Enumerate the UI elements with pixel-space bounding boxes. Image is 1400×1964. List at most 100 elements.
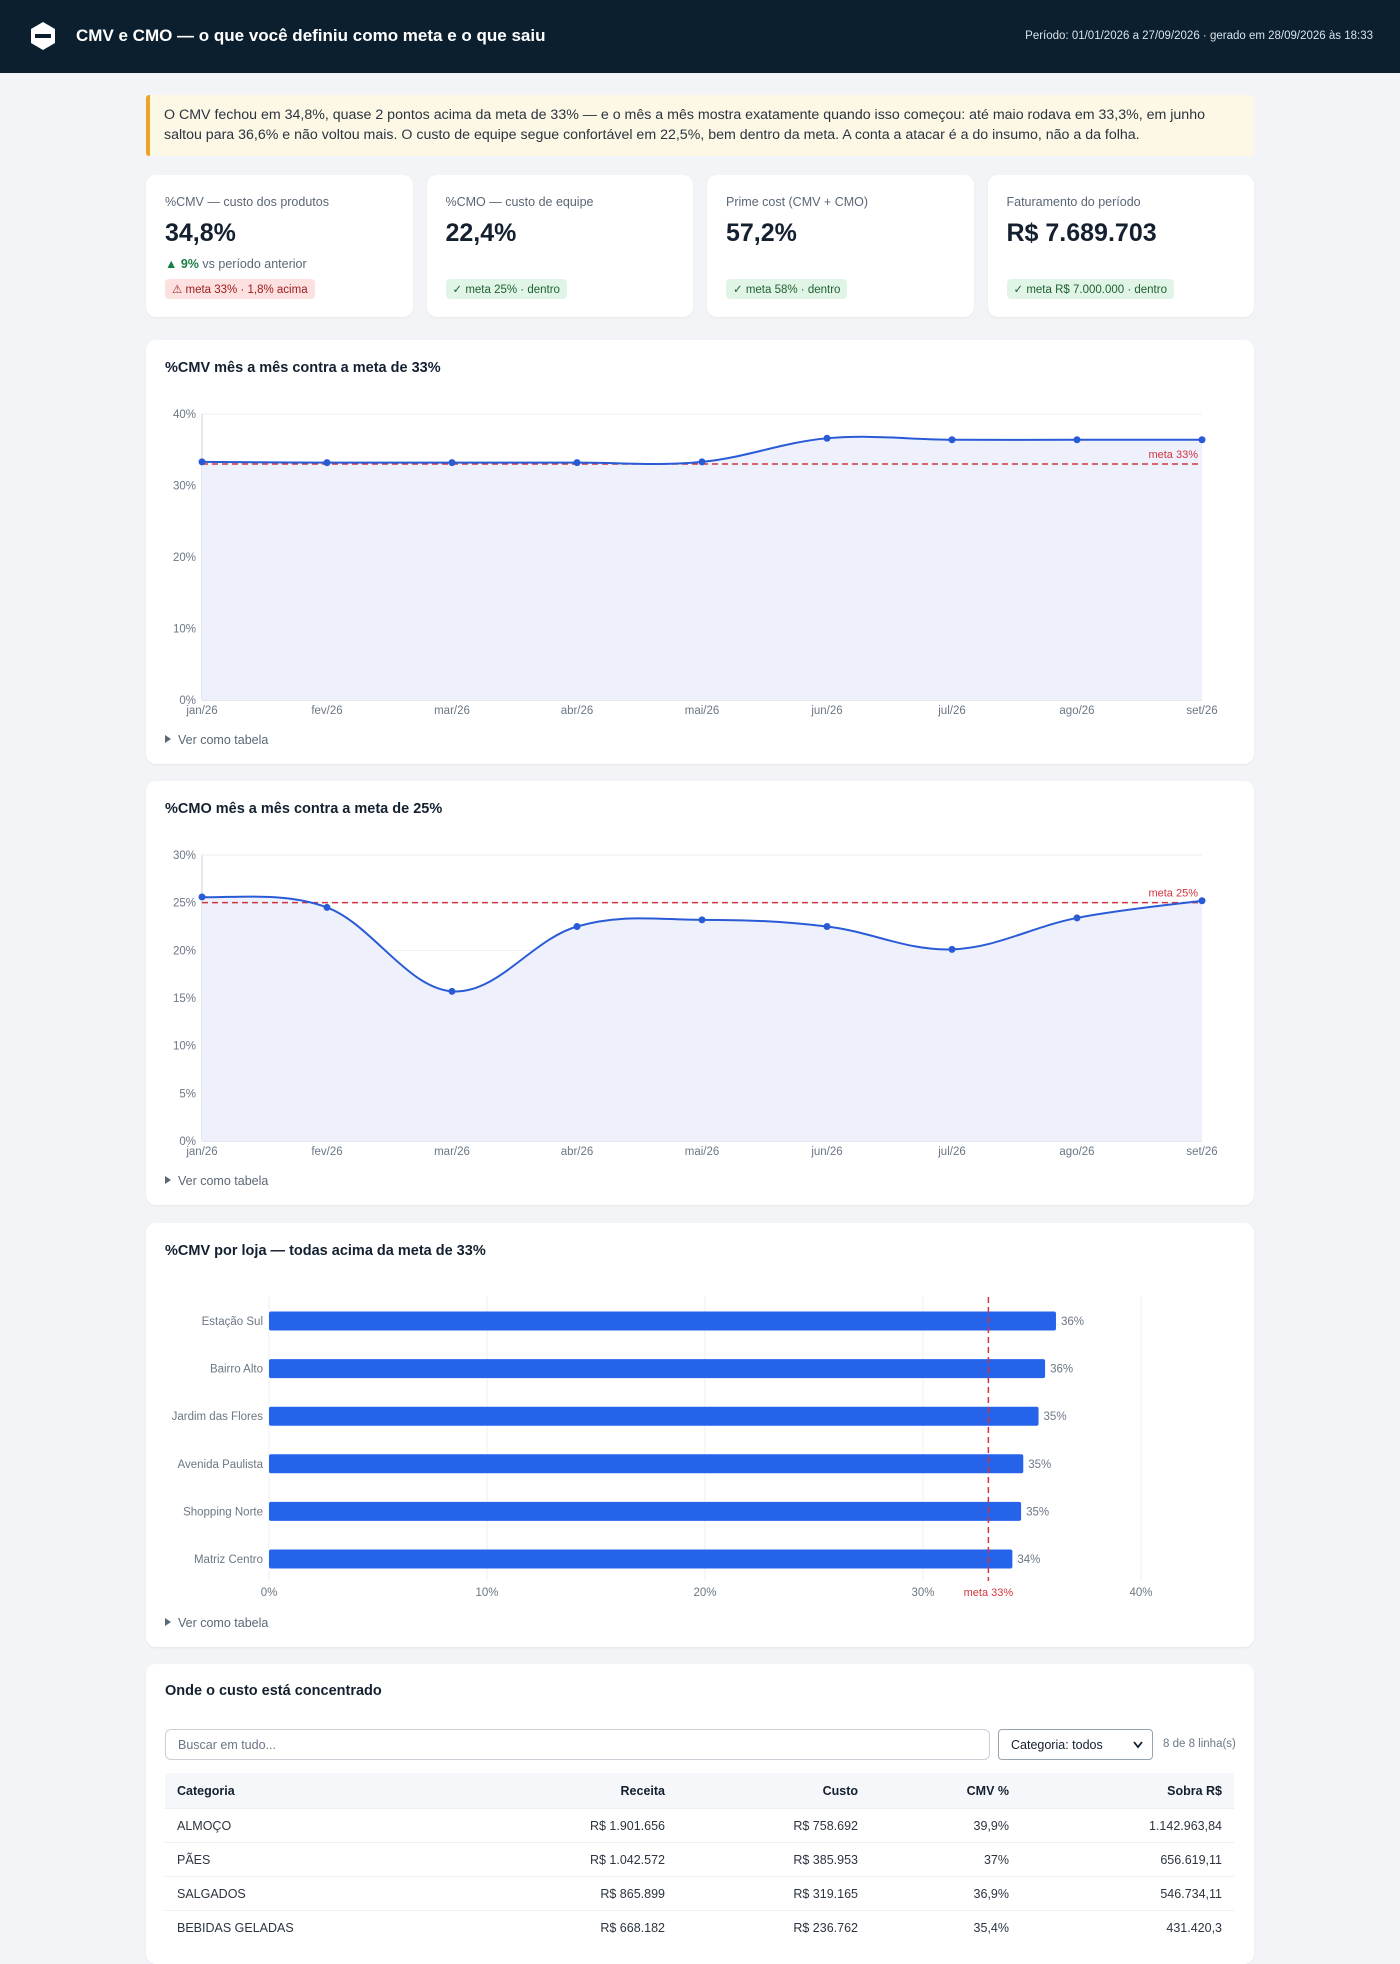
point — [823, 434, 831, 442]
table-toggle[interactable]: Ver como tabela — [165, 1174, 268, 1188]
y-tick-label: 5% — [179, 1088, 196, 1100]
point — [448, 459, 456, 467]
kpi-card: %CMV — custo dos produtos 34,8% ▲ 9% vs pe… — [146, 175, 413, 317]
y-tick-label: 20% — [173, 945, 196, 957]
category-select[interactable]: Categoria: todos — [998, 1729, 1153, 1760]
logo — [31, 22, 55, 50]
delta-value: 9% — [180, 257, 199, 271]
table-cell: R$ 319.165 — [677, 1876, 870, 1911]
kpi-value: 57,2% — [726, 219, 797, 247]
summary-callout: O CMV fechou em 34,8%, quase 2 pontos ac… — [146, 95, 1254, 156]
point — [323, 903, 331, 911]
table-cell: BEBIDAS GELADAS — [165, 1910, 465, 1944]
y-tick-label: 40% — [173, 409, 196, 421]
point — [1073, 914, 1081, 922]
target-label: meta 33% — [1148, 449, 1198, 461]
x-tick-label: mar/26 — [434, 1146, 470, 1158]
table-cell: R$ 668.182 — [465, 1910, 677, 1944]
chart: %CMV por loja — todas acima da meta de 3… — [165, 1243, 1153, 1630]
x-tick-label: fev/26 — [311, 1146, 342, 1158]
table-cell: 35,4% — [870, 1910, 1021, 1944]
x-tick-label: 30% — [911, 1587, 934, 1599]
table-cell: 656.619,11 — [1021, 1842, 1234, 1877]
delta-text: vs período anterior — [202, 257, 307, 271]
kpi-value: R$ 7.689.703 — [1006, 219, 1157, 247]
table-cell: 36,9% — [870, 1876, 1021, 1911]
kpi-value: 34,8% — [165, 219, 236, 247]
table-body: ALMOÇO R$ 1.901.656 R$ 758.692 39,9% 1.142.9… — [165, 1808, 1234, 1944]
value-label: 35% — [1028, 1459, 1051, 1471]
kpi-value: 22,4% — [445, 219, 517, 247]
kpi-card: Faturamento do período R$ 7.689.703 ✓ meta… — [987, 175, 1254, 317]
bar — [269, 1501, 1022, 1521]
point — [1198, 897, 1206, 905]
x-tick-label: mai/26 — [685, 1146, 720, 1158]
chart-card: %CMO mês a mês contra a meta de 25% 0% 5% 1… — [146, 781, 1254, 1205]
y-tick-label: 30% — [173, 481, 196, 493]
category-label: Shopping Norte — [183, 1506, 263, 1518]
bar — [269, 1359, 1046, 1379]
y-tick-label: 20% — [173, 552, 196, 564]
up-arrow: ▲ — [165, 257, 181, 271]
point — [1073, 436, 1081, 444]
table-row: ALMOÇO R$ 1.901.656 R$ 758.692 39,9% 1.142.9… — [165, 1808, 1234, 1843]
search-placeholder: Buscar em tudo... — [178, 1738, 276, 1752]
kpi-label: Faturamento do período — [1006, 195, 1141, 209]
table-cell: R$ 385.953 — [677, 1842, 870, 1877]
search-input[interactable]: Buscar em tudo... — [165, 1729, 990, 1760]
category-label: Avenida Paulista — [178, 1459, 264, 1471]
x-tick-label: mai/26 — [685, 705, 720, 717]
chart: %CMV mês a mês contra a meta de 33% 0% 10%… — [165, 360, 1218, 747]
category-label: Matriz Centro — [194, 1554, 263, 1566]
bar — [269, 1549, 1013, 1569]
table-toggle[interactable]: Ver como tabela — [165, 1616, 268, 1630]
value-label: 36% — [1061, 1316, 1084, 1328]
select-value: Categoria: todos — [1011, 1738, 1103, 1752]
column-header: Custo — [677, 1773, 870, 1809]
area — [202, 896, 1202, 1141]
x-tick-label: 20% — [693, 1587, 716, 1599]
period: Período: 01/01/2026 a 27/09/2026 · gerad… — [1025, 30, 1373, 42]
table-cell: R$ 1.901.656 — [465, 1808, 677, 1843]
x-tick-label: jun/26 — [810, 1146, 842, 1158]
point — [198, 893, 206, 901]
x-tick-label: set/26 — [1186, 705, 1217, 717]
bar — [269, 1311, 1056, 1331]
y-tick-label: 10% — [173, 624, 196, 636]
table-cell: R$ 758.692 — [677, 1808, 870, 1843]
point — [573, 923, 581, 930]
table-toggle[interactable]: Ver como tabela — [165, 733, 268, 747]
point — [698, 916, 706, 924]
table-cell: ALMOÇO — [165, 1808, 465, 1843]
x-tick-label: jul/26 — [937, 705, 966, 717]
column-header: Receita — [465, 1773, 677, 1809]
table-cell: R$ 1.042.572 — [465, 1842, 677, 1877]
x-tick-label: set/26 — [1186, 1146, 1217, 1158]
row-count: 8 de 8 linha(s) — [1163, 1738, 1236, 1750]
table-cell: 431.420,3 — [1021, 1910, 1234, 1944]
point — [948, 945, 956, 953]
table-cell: 1.142.963,84 — [1021, 1808, 1234, 1843]
top-bar: CMV e CMO — o que você definiu como meta… — [0, 0, 1400, 73]
chart: %CMO mês a mês contra a meta de 25% 0% 5% 1… — [165, 801, 1218, 1188]
column-header: Categoria — [165, 1773, 465, 1809]
x-tick-label: 10% — [475, 1587, 498, 1599]
point — [948, 436, 956, 444]
page-title: CMV e CMO — o que você definiu como meta… — [76, 26, 546, 45]
point — [448, 987, 456, 995]
y-tick-label: 15% — [173, 993, 196, 1005]
toggle-arrow — [165, 735, 171, 743]
y-tick-label: 10% — [173, 1041, 196, 1053]
category-label: Bairro Alto — [210, 1364, 263, 1376]
table-cell: 37% — [870, 1842, 1021, 1877]
toggle-label: Ver como tabela — [178, 1616, 268, 1630]
y-tick-label: 25% — [173, 898, 196, 910]
y-tick-label: 0% — [179, 1136, 196, 1148]
x-tick-label: jul/26 — [937, 1146, 966, 1158]
column-header: Sobra R$ — [1021, 1773, 1234, 1809]
kpi-badge: ✓ meta 58% · dentro — [726, 279, 848, 299]
chart-card: %CMV mês a mês contra a meta de 33% 0% 10%… — [146, 340, 1254, 764]
chart-title: %CMO mês a mês contra a meta de 25% — [165, 801, 442, 817]
category-label: Jardim das Flores — [172, 1411, 264, 1423]
